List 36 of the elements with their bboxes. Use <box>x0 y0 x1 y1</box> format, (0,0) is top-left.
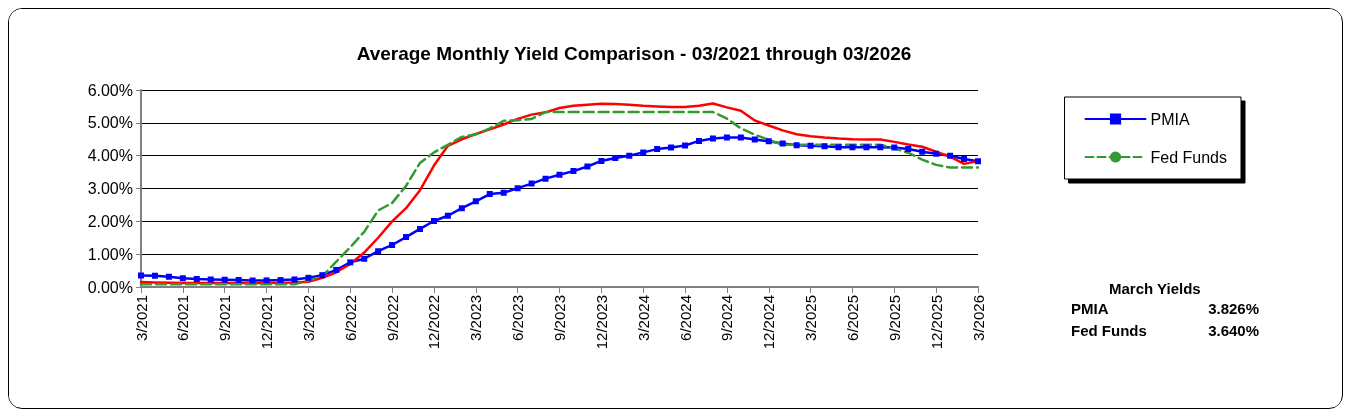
x-tick-label: 6/2022 <box>341 295 359 341</box>
x-tick-label: 3/2026 <box>969 295 987 341</box>
y-tick-label: 3.00% <box>87 180 133 197</box>
x-tick-label: 9/2021 <box>216 295 234 341</box>
legend-label: PMIA <box>1150 110 1190 128</box>
text: PMIA <box>1071 300 1109 317</box>
y-tick-label: 6.00% <box>87 81 133 99</box>
legend-label: Fed Funds <box>1150 148 1227 166</box>
x-tick-label: 3/2021 <box>132 295 150 341</box>
text: March Yields <box>1109 280 1201 297</box>
x-tick-label: 3/2025 <box>802 295 820 341</box>
x-tick-label: 12/2025 <box>927 295 945 350</box>
x-tick-label: 9/2025 <box>885 295 903 341</box>
y-tick-label: 4.00% <box>87 147 133 165</box>
y-tick-label: 5.00% <box>87 114 133 132</box>
chart-title: Average Monthly Yield Comparison - 03/2021 through 03/2026 <box>356 43 912 64</box>
x-tick-label: 12/2023 <box>592 295 610 350</box>
y-tick-label: 1.00% <box>87 245 133 263</box>
x-tick-label: 3/2023 <box>467 295 485 341</box>
y-tick-label: 0.00% <box>87 278 133 296</box>
x-tick-label: 9/2022 <box>383 295 401 341</box>
x-tick-label: 12/2021 <box>258 295 276 350</box>
x-tick-label: 9/2023 <box>551 295 568 341</box>
x-tick-label: 12/2022 <box>425 295 443 350</box>
x-tick-label: 6/2023 <box>509 295 527 341</box>
x-tick-label: 6/2025 <box>843 295 861 341</box>
text: Fed Funds <box>1071 322 1147 339</box>
x-tick-label: 6/2021 <box>174 295 192 341</box>
text: 3.826% <box>1208 300 1259 317</box>
text: 3.640% <box>1208 322 1259 339</box>
x-tick-label: 9/2024 <box>718 295 736 341</box>
x-tick-label: 12/2024 <box>760 295 778 350</box>
y-tick-label: 2.00% <box>87 212 133 230</box>
x-tick-label: 3/2022 <box>299 295 317 341</box>
x-tick-label: 3/2024 <box>634 295 652 341</box>
x-tick-label: 6/2024 <box>676 295 694 341</box>
